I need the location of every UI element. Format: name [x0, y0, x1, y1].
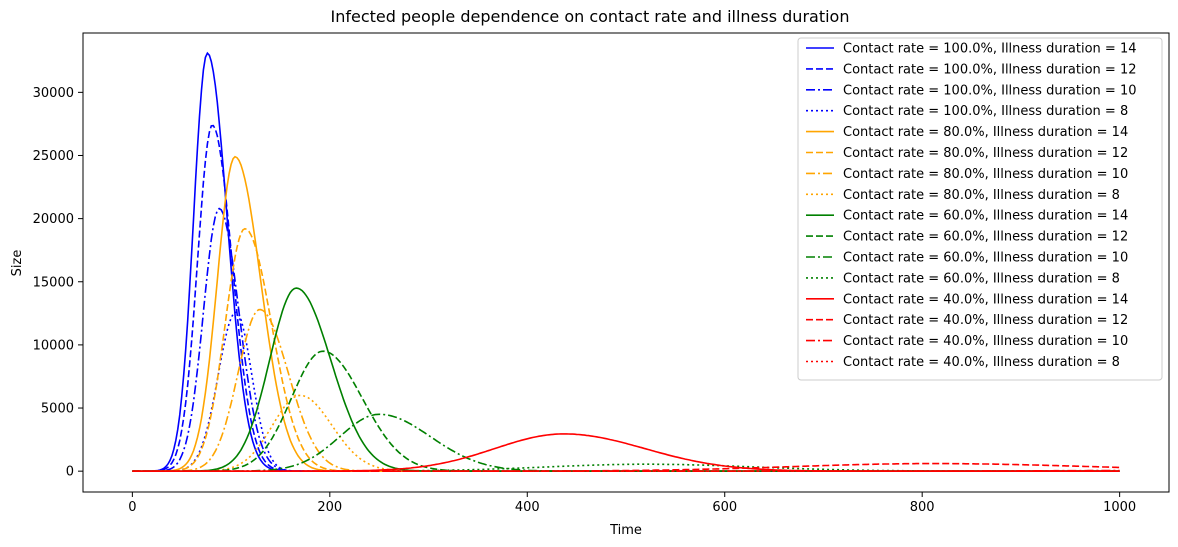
y-tick-label: 15000 [33, 275, 74, 290]
x-tick-label: 400 [515, 500, 540, 515]
legend-entry: Contact rate = 80.0%, Illness duration =… [843, 125, 1128, 140]
legend-entry: Contact rate = 80.0%, Illness duration =… [843, 188, 1120, 203]
legend-entry: Contact rate = 60.0%, Illness duration =… [843, 251, 1128, 266]
legend-entry: Contact rate = 40.0%, Illness duration =… [843, 292, 1128, 307]
legend-entry: Contact rate = 60.0%, Illness duration =… [843, 209, 1128, 224]
legend-entry: Contact rate = 80.0%, Illness duration =… [843, 146, 1128, 161]
y-axis-title: Size [10, 250, 25, 277]
legend-entry: Contact rate = 60.0%, Illness duration =… [843, 271, 1120, 286]
y-tick-label: 10000 [33, 338, 74, 353]
x-tick-label: 0 [128, 500, 136, 515]
series-line [132, 469, 1120, 473]
y-tick-label: 25000 [33, 149, 74, 164]
x-tick-label: 800 [910, 500, 935, 515]
x-axis-title: Time [609, 523, 642, 538]
y-tick-label: 0 [66, 465, 74, 480]
series-lines [132, 51, 1120, 473]
y-tick-label: 5000 [41, 402, 74, 417]
x-tick-label: 600 [712, 500, 737, 515]
series-line [132, 433, 1120, 473]
chart-title: Infected people dependence on contact ra… [331, 7, 850, 26]
x-tick-label: 1000 [1103, 500, 1136, 515]
y-tick-label: 20000 [33, 212, 74, 227]
y-axis: 0 5000 10000 15000 20000 25000 30000 [33, 86, 83, 480]
legend: Contact rate = 100.0%, Illness duration … [797, 37, 1163, 381]
legend-entry: Contact rate = 100.0%, Illness duration … [843, 104, 1128, 119]
x-tick-label: 200 [317, 500, 342, 515]
legend-entry: Contact rate = 40.0%, Illness duration =… [843, 334, 1128, 349]
legend-entry: Contact rate = 80.0%, Illness duration =… [843, 167, 1128, 182]
legend-entry: Contact rate = 40.0%, Illness duration =… [843, 355, 1120, 370]
legend-box [797, 37, 1163, 381]
legend-entry: Contact rate = 40.0%, Illness duration =… [843, 313, 1128, 328]
plot-frame [82, 32, 1170, 493]
legend-entry: Contact rate = 100.0%, Illness duration … [843, 42, 1136, 57]
legend-entry: Contact rate = 60.0%, Illness duration =… [843, 230, 1128, 245]
legend-entry: Contact rate = 100.0%, Illness duration … [843, 62, 1136, 77]
y-tick-label: 30000 [33, 86, 74, 101]
x-axis: 0 200 400 600 800 1000 [128, 492, 1136, 515]
legend-entry: Contact rate = 100.0%, Illness duration … [843, 83, 1136, 98]
